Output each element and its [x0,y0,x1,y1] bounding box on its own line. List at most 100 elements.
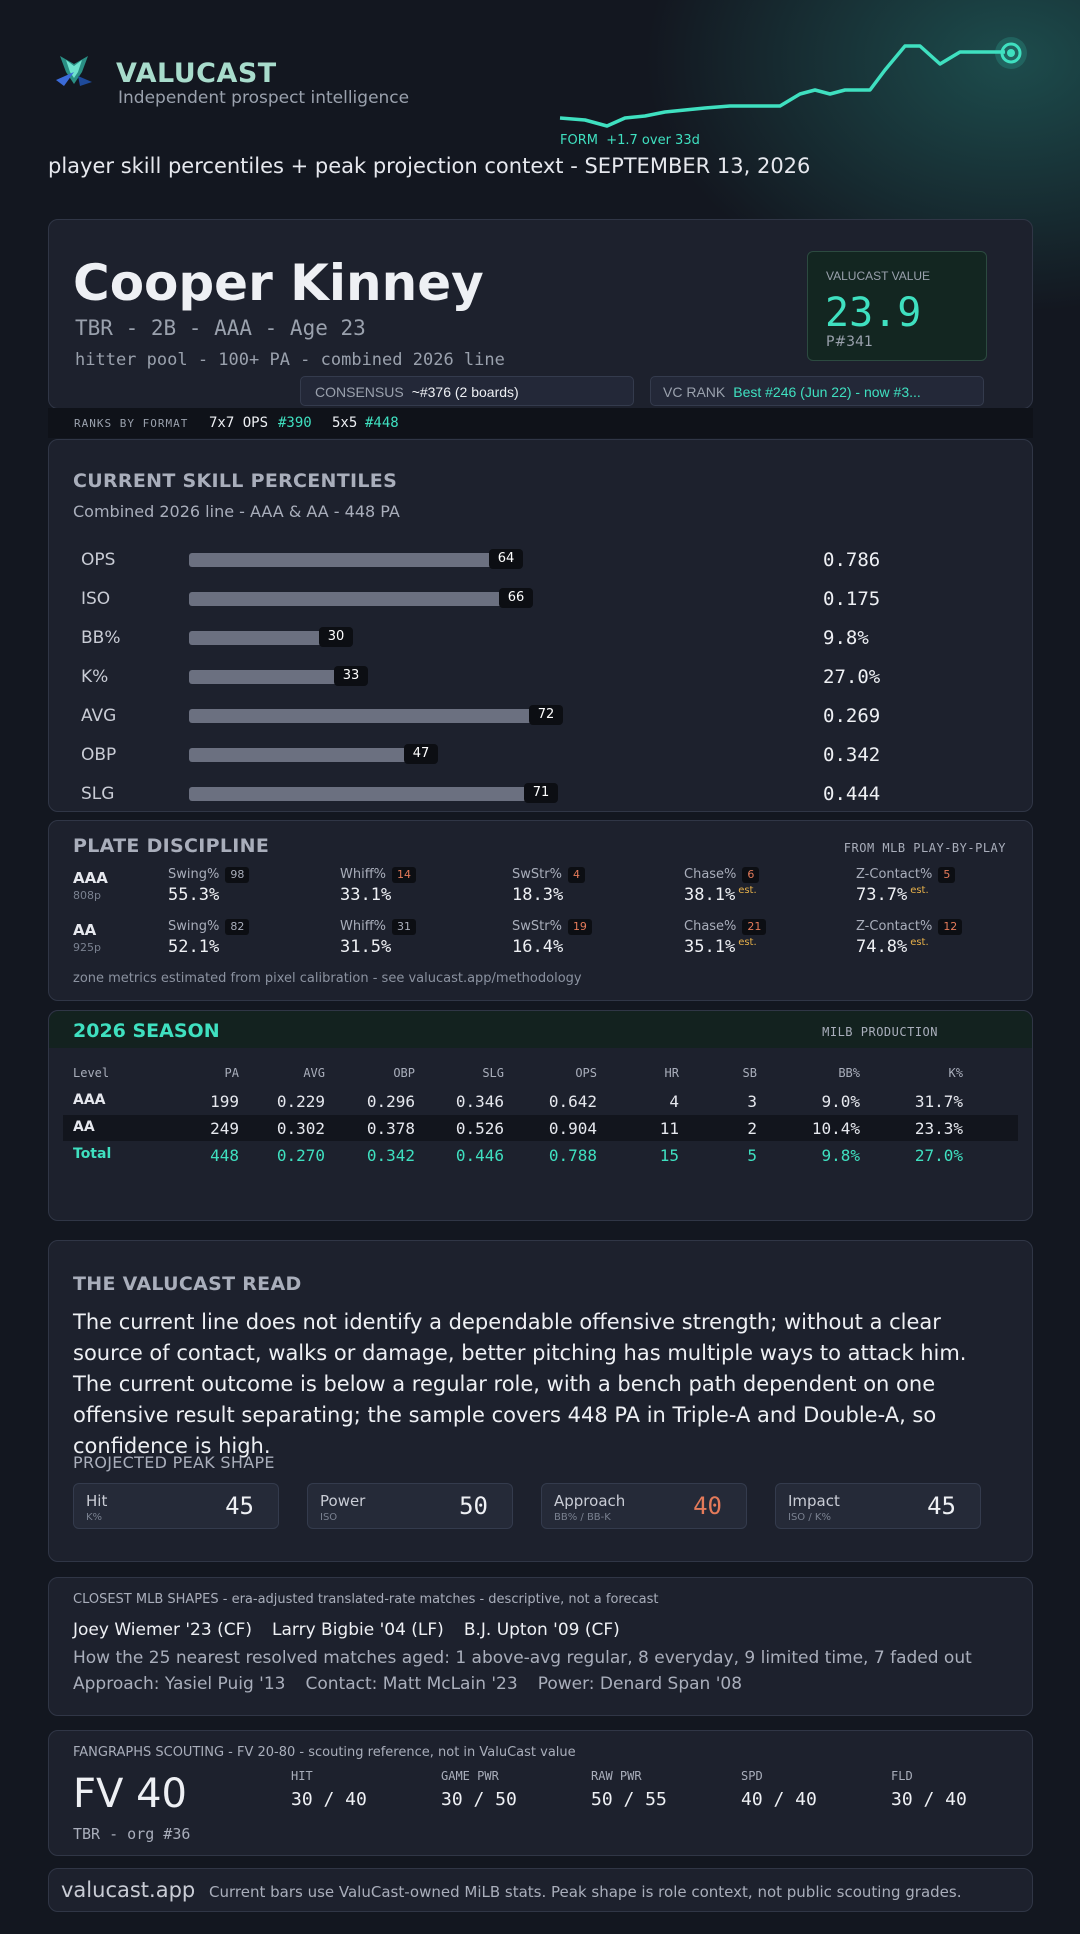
format-5x5-name: 5x5 [332,415,358,431]
season-header: 2026 SEASON MILB PRODUCTION [49,1011,1032,1048]
season-column-header: OPS [575,1066,597,1080]
shapes-title: CLOSEST MLB SHAPES - era-adjusted transl… [73,1592,659,1607]
tool-grade: 40 / 40 [741,1789,817,1810]
pd-metric-value: 74.8% est. [856,937,929,957]
season-cell: 2 [747,1119,757,1138]
skill-bar [189,670,354,684]
season-cell: 9.8% [821,1146,860,1165]
ranks-by-format-bar: RANKS BY FORMAT 7x7 OPS #390 5x5 #448 [48,408,1033,438]
scouting-tool-hit: HIT 30 / 40 [291,1769,367,1810]
value-label: VALUCAST VALUE [826,269,931,283]
discipline-source: FROM MLB PLAY-BY-PLAY [843,841,1006,855]
skill-bar [189,553,509,567]
season-cell: AA [73,1119,95,1135]
pd-metric-value: 16.4% [512,937,564,957]
valucast-value-box: VALUCAST VALUE 23.9 P#341 [807,251,987,361]
season-column-header: SB [742,1066,757,1080]
scouting-title: FANGRAPHS SCOUTING - FV 20-80 - scouting… [73,1745,576,1760]
skill-bar [189,787,544,801]
skill-percentile-badge: 64 [489,549,523,569]
skill-row-iso: ISO 66 0.175 [81,588,981,610]
footer-site-link[interactable]: valucast.app [61,1878,196,1902]
peak-name: Impact [788,1492,840,1510]
pd-percentile-badge: 4 [567,867,585,883]
pd-metric-name: Chase% [684,919,737,934]
season-cell: 4 [669,1092,679,1111]
skill-label: AVG [81,706,117,726]
peak-name: Approach [554,1492,626,1510]
skill-percentile-badge: 47 [404,744,438,764]
pd-metric-value: 52.1% [168,937,220,957]
skill-value: 0.786 [823,549,881,571]
skill-label: K% [81,667,109,687]
pd-percentile-badge: 5 [938,867,956,883]
discipline-footnote: zone metrics estimated from pixel calibr… [73,971,582,986]
player-pool: hitter pool - 100+ PA - combined 2026 li… [75,350,505,370]
season-column-header: HR [664,1066,679,1080]
pd-metric-name: Whiff% [340,919,387,934]
season-column-header: OBP [393,1066,415,1080]
peak-grade-impact: Impact ISO / K% 45 [775,1483,981,1529]
pd-metric-whiff: Whiff% 31 31.5% [340,917,417,957]
skill-value: 0.342 [823,744,881,766]
estimate-flag: est. [738,885,757,897]
skill-row-slg: SLG 71 0.444 [81,783,981,805]
season-cell: 0.342 [366,1146,415,1165]
season-column-header: Level [73,1066,110,1080]
skill-percentile-badge: 33 [334,666,368,686]
tool-grade: 50 / 55 [591,1789,667,1810]
skill-label: ISO [81,589,111,609]
read-title: THE VALUCAST READ [73,1273,302,1295]
season-cell: 3 [747,1092,757,1111]
vc-rank-pill: VC RANK Best #246 (Jun 22) - now #3... [650,376,984,406]
player-name: Cooper Kinney [73,254,484,312]
pd-metric-whiff: Whiff% 14 33.1% [340,865,417,905]
footer-note: Current bars use ValuCast-owned MiLB sta… [209,1883,962,1901]
skill-label: SLG [81,784,115,804]
valucast-logo-icon [56,56,92,86]
pd-metric-zcontact: Z-Contact% 12 74.8% est. [856,917,963,957]
pd-metric-swing: Swing% 82 52.1% [168,917,250,957]
season-row: AAA 199 0.229 0.296 0.346 0.642 4 3 9.0% 31.7% [63,1088,1018,1114]
pd-level-aaa: AAA [73,869,108,887]
value-number: 23.9 [825,290,922,336]
skill-bar [189,592,519,606]
skill-percentile-badge: 66 [499,588,533,608]
player-card: Cooper Kinney TBR - 2B - AAA - Age 23 hi… [48,219,1033,409]
scouting-card: FANGRAPHS SCOUTING - FV 20-80 - scouting… [48,1730,1033,1856]
pd-metric-name: Z-Contact% [856,919,933,934]
skill-value: 0.444 [823,783,881,805]
scouting-org: TBR - org #36 [73,1825,191,1843]
scouting-tool-spd: SPD 40 / 40 [741,1769,817,1810]
season-cell: 0.642 [548,1092,597,1111]
season-cell: 0.302 [276,1119,325,1138]
season-cell: 9.0% [821,1092,860,1111]
tool-name: RAW PWR [591,1769,642,1783]
season-source: MILB PRODUCTION [822,1025,938,1039]
valucast-read-card: THE VALUCAST READ The current line does … [48,1240,1033,1562]
season-cell: 5 [747,1146,757,1165]
pd-metric-value: 31.5% [340,937,392,957]
skill-row-ops: OPS 64 0.786 [81,549,981,571]
pd-metric-value: 73.7% est. [856,885,929,905]
pd-percentile-badge: 6 [742,867,760,883]
pd-metric-name: Z-Contact% [856,867,933,882]
season-row: Total 448 0.270 0.342 0.446 0.788 15 5 9.8% 27.0% [63,1142,1018,1168]
skill-percentiles-card: CURRENT SKILL PERCENTILES Combined 2026 … [48,439,1033,812]
season-column-header: SLG [482,1066,504,1080]
season-column-header: K% [948,1066,963,1080]
tool-name: GAME PWR [441,1769,499,1783]
scouting-tool-game-pwr: GAME PWR 30 / 50 [441,1769,517,1810]
pd-metric-value: 33.1% [340,885,392,905]
read-text: The current line does not identify a dep… [73,1310,967,1458]
skill-bar [189,631,339,645]
skill-row-k-pct: K% 33 27.0% [81,666,981,688]
season-cell: 448 [210,1146,239,1165]
season-card: 2026 SEASON MILB PRODUCTION Level PA AVG OB… [48,1010,1033,1221]
brand-name: VALUCAST [116,58,277,89]
skill-row-avg: AVG 72 0.269 [81,705,981,727]
comp-3: B.J. Upton '09 (CF) [463,1620,620,1640]
brand-tagline: Independent prospect intelligence [118,88,410,108]
season-cell: Total [73,1146,112,1162]
pd-percentile-badge: 14 [392,867,417,883]
